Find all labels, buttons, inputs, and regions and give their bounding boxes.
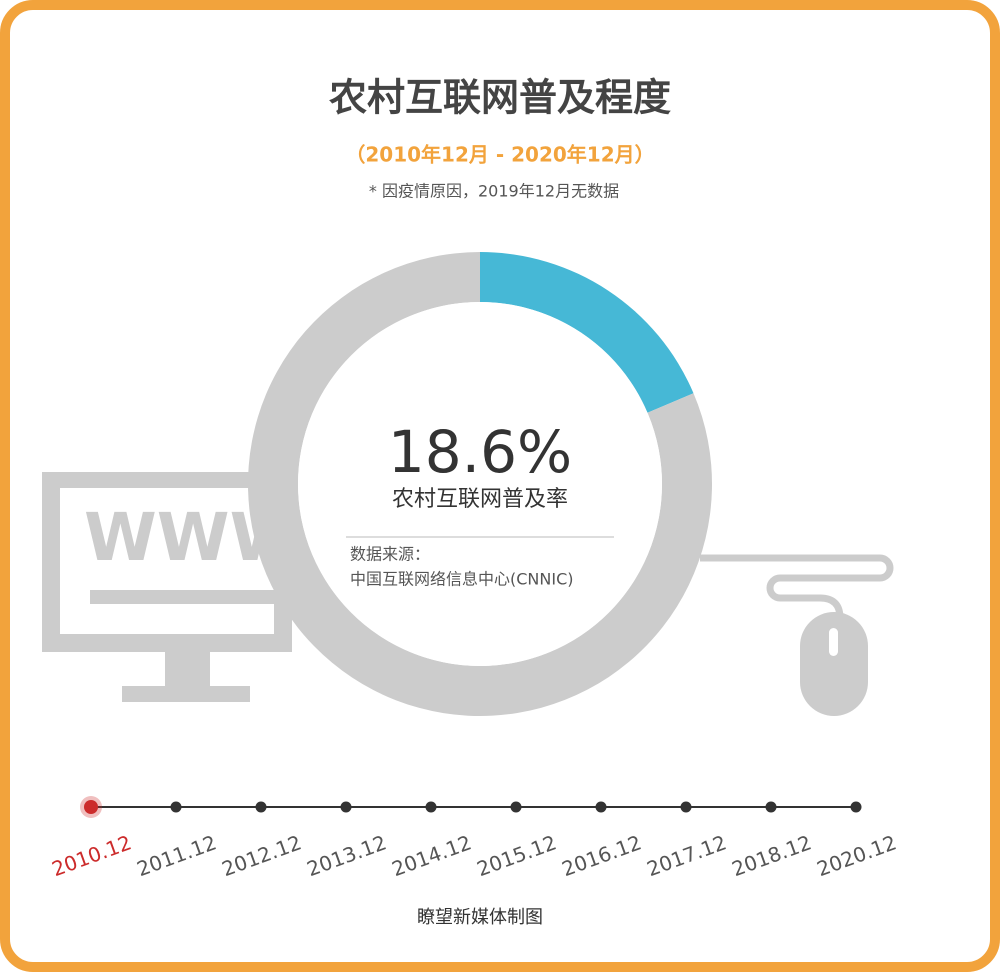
center-label: 农村互联网普及率 bbox=[392, 487, 568, 512]
timeline-dot bbox=[255, 801, 267, 813]
credit: 瞭望新媒体制图 bbox=[417, 907, 543, 928]
timeline-dot bbox=[170, 801, 182, 813]
timeline-dot bbox=[425, 801, 437, 813]
title: 农村互联网普及程度 bbox=[329, 76, 671, 120]
donut-hole bbox=[298, 302, 662, 666]
timeline-dot bbox=[850, 801, 862, 813]
center-value: 18.6% bbox=[388, 418, 572, 486]
timeline-dot bbox=[510, 801, 522, 813]
timeline-dot bbox=[765, 801, 777, 813]
mouse-wheel bbox=[829, 628, 838, 656]
monitor-icon bbox=[42, 472, 292, 702]
mouse-icon bbox=[700, 554, 894, 619]
source: 中国互联网络信息中心(CNNIC) bbox=[350, 570, 574, 589]
timeline-dot bbox=[340, 801, 352, 813]
timeline-dot bbox=[680, 801, 692, 813]
subtitle: （2010年12月 - 2020年12月） bbox=[345, 143, 654, 167]
timeline-dot bbox=[84, 800, 98, 814]
timeline-dot bbox=[595, 801, 607, 813]
note: * 因疫情原因，2019年12月无数据 bbox=[369, 182, 619, 201]
source-label: 数据来源： bbox=[350, 545, 430, 564]
donut-slice bbox=[480, 252, 694, 413]
mouse-body bbox=[800, 612, 868, 716]
